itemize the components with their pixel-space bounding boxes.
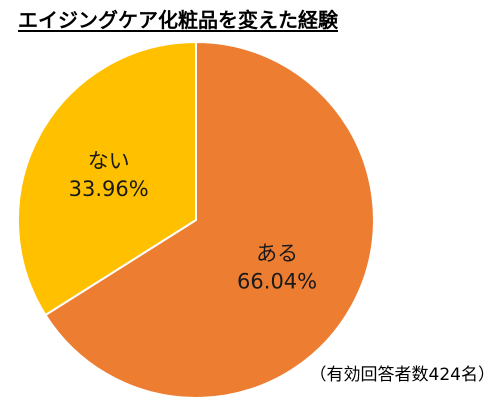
slice-category-label: ない (88, 149, 130, 173)
pie-slices (17, 41, 375, 399)
pie-labels: ある 66.04% ない 33.96% (69, 149, 317, 294)
slice-value-label: 33.96% (69, 177, 149, 201)
pie-slice-aru (44, 41, 375, 399)
slice-value-label: 66.04% (237, 270, 317, 294)
slice-category-label: ある (256, 242, 298, 266)
respondents-note: （有効回答者数424名） (309, 365, 495, 385)
pie-slice-nai (17, 41, 197, 316)
chart-title: エイジングケア化粧品を変えた経験 (18, 8, 338, 32)
